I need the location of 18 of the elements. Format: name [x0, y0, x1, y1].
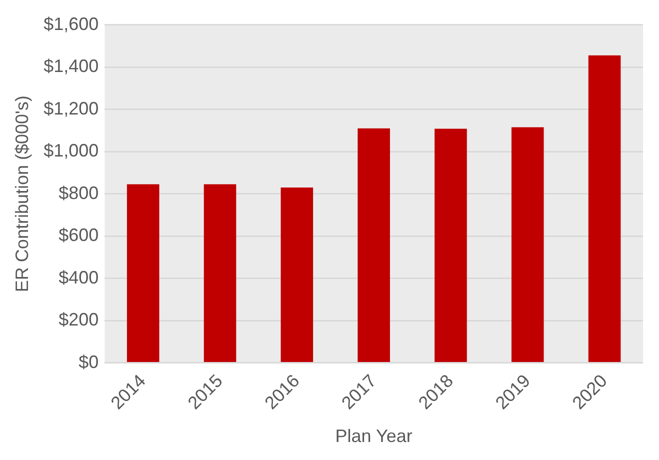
- y-tick-label: $800: [58, 182, 99, 203]
- y-tick-label: $1,000: [44, 140, 99, 161]
- bar: [280, 187, 314, 362]
- bar: [204, 184, 236, 362]
- bar: [434, 128, 467, 362]
- bar: [126, 184, 160, 362]
- y-axis-title: ER Contribution ($000's): [12, 96, 32, 292]
- y-tick-label: $400: [58, 267, 99, 288]
- y-tick-label: $1,200: [44, 98, 99, 118]
- bar: [511, 127, 544, 362]
- y-tick-label: $1,600: [44, 14, 99, 34]
- bar: [588, 55, 621, 362]
- bar: [358, 128, 390, 362]
- y-tick-label: $0: [78, 352, 99, 372]
- x-axis-title: Plan Year: [335, 426, 412, 446]
- y-tick-label: $1,400: [44, 56, 99, 76]
- y-tick-label: $200: [58, 310, 99, 330]
- y-tick-label: $600: [58, 225, 99, 246]
